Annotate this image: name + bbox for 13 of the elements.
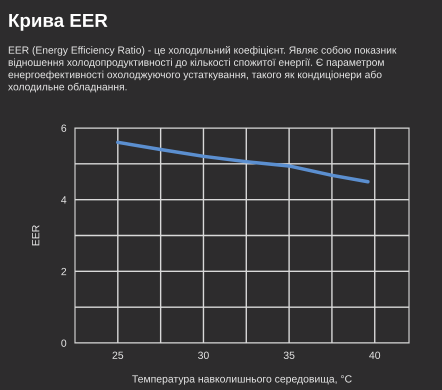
x-tick-label: 35 <box>284 352 294 359</box>
x-tick-label: 25 <box>112 352 124 359</box>
chart-title: Крива EER <box>9 14 108 31</box>
x-tick-label: 30 <box>198 352 209 359</box>
chart-subtitle: EER (Energy Efficiency Ratio) - це холодильний коефіцієнт. Являє собою показник відношення холодопродуктивності до кількості спожитої енергії. Є параметром енергоефективності охолоджуючого устаткування, такого як кондиціонери або холодильне обладнання. <box>8 46 396 92</box>
y-tick-label: 2 <box>61 268 66 276</box>
x-axis-title: Температура навколишнього середовища, °C <box>132 375 352 385</box>
y-tick-label: 4 <box>61 196 66 204</box>
y-tick-label: 6 <box>61 124 66 132</box>
y-axis-title: EER <box>32 225 40 246</box>
x-tick-label: 40 <box>369 352 380 359</box>
y-tick-label: 0 <box>61 340 66 347</box>
line-series <box>116 140 370 184</box>
